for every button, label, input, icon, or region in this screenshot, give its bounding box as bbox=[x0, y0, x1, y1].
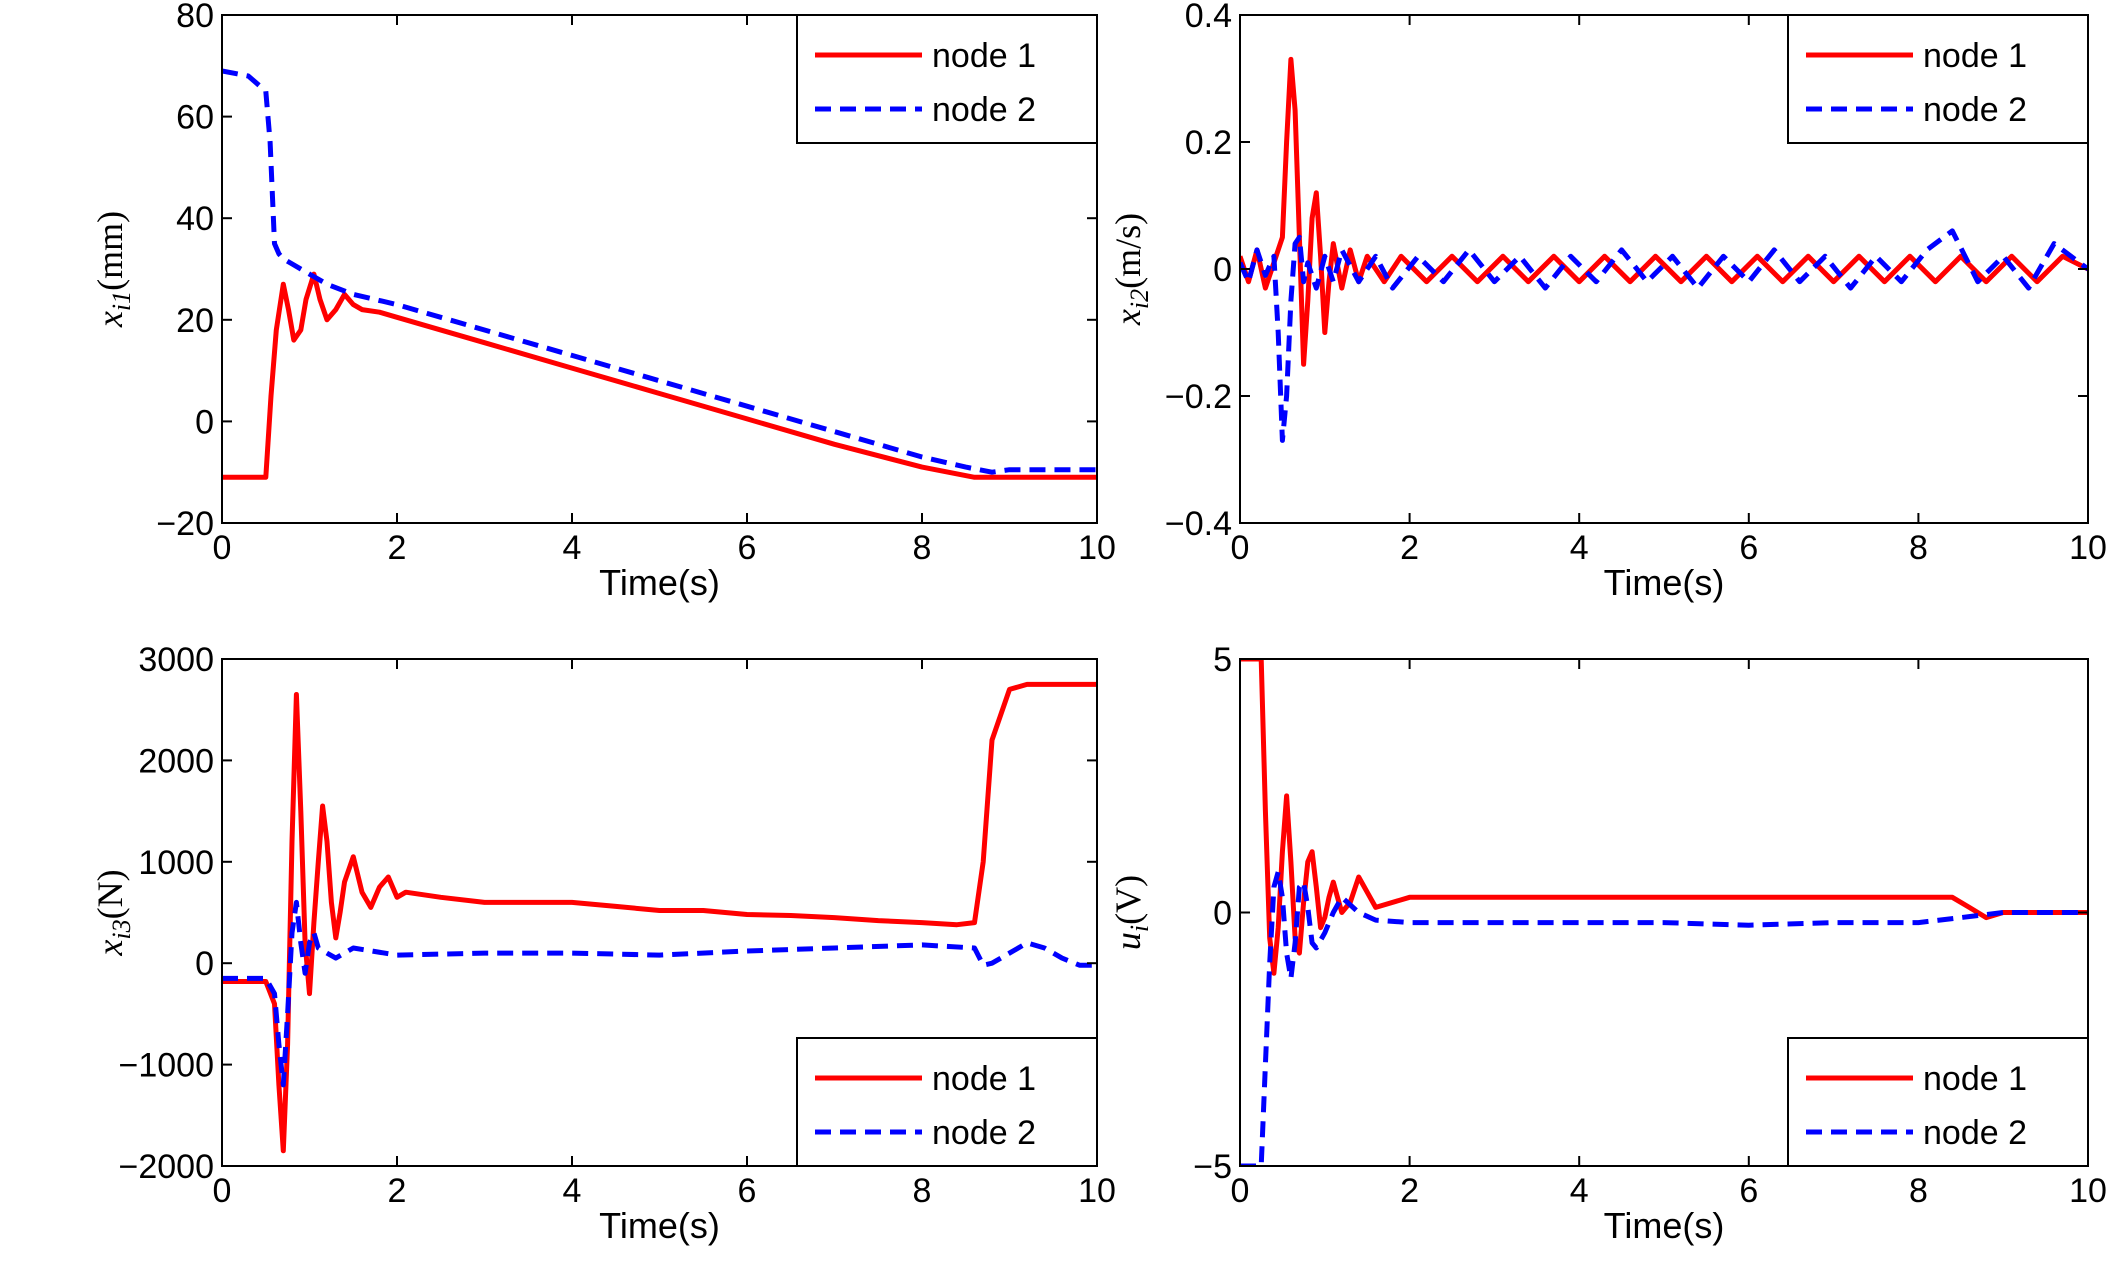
legend: node 1 node 2 bbox=[796, 14, 1098, 144]
y-tick-label: 80 bbox=[176, 0, 214, 35]
y-axis-label-unit: (V) bbox=[1108, 875, 1148, 925]
y-axis-label-variable: x bbox=[90, 940, 130, 957]
x-tick-label: 10 bbox=[1078, 1172, 1116, 1210]
y-axis-label: xi3(N) bbox=[90, 869, 136, 956]
plot-frame bbox=[221, 14, 1098, 524]
y-axis-label: xi1(mm) bbox=[90, 211, 136, 328]
x-axis-label: Time(s) bbox=[1604, 562, 1725, 603]
y-tick-label: 0.4 bbox=[1185, 0, 1232, 35]
x-tick-label: 6 bbox=[1739, 529, 1758, 567]
y-axis-label: ui(V) bbox=[1108, 875, 1154, 950]
legend-label-node-2: node 2 bbox=[1923, 1114, 2027, 1152]
series-line-node-1 bbox=[222, 681, 1097, 1154]
y-tick-label: −0.4 bbox=[1165, 505, 1232, 543]
series-line-node-1 bbox=[1240, 56, 2088, 367]
y-tick-label: 0 bbox=[1213, 895, 1232, 933]
x-tick-label: 4 bbox=[1570, 1172, 1589, 1210]
legend-box bbox=[1787, 1037, 2089, 1167]
x-tick-label: 2 bbox=[388, 529, 407, 567]
x-tick-label: 4 bbox=[563, 529, 582, 567]
x-tick-label: 0 bbox=[1231, 1172, 1250, 1210]
legend-label-node-1: node 1 bbox=[932, 37, 1036, 75]
legend: node 1 node 2 bbox=[796, 1037, 1098, 1167]
y-axis-label-unit: (m/s) bbox=[1108, 213, 1148, 289]
chart-panel-3: 0 2 4 6 8 10 −2000 −1000 0 1000 2000 3000 Time(s) xi3… bbox=[90, 641, 1116, 1246]
x-tick-label: 6 bbox=[738, 529, 757, 567]
legend-box bbox=[1787, 14, 2089, 144]
y-tick-label: 40 bbox=[176, 200, 214, 238]
series-line-node-2 bbox=[1240, 869, 2088, 1166]
x-axis-label: Time(s) bbox=[599, 562, 720, 603]
y-axis-label-variable: x bbox=[1108, 309, 1148, 326]
y-axis-label-subscript: i2 bbox=[1125, 289, 1154, 309]
y-axis-label-variable: u bbox=[1108, 932, 1148, 950]
y-tick-label: 3000 bbox=[138, 641, 214, 679]
x-tick-label: 0 bbox=[213, 1172, 232, 1210]
legend-box bbox=[796, 1037, 1098, 1167]
y-tick-label: −1000 bbox=[119, 1047, 215, 1085]
legend: node 1 node 2 bbox=[1787, 1037, 2089, 1167]
series-line-node-1 bbox=[222, 271, 1097, 480]
y-tick-label: 0 bbox=[195, 945, 214, 983]
series-line-node-2 bbox=[222, 68, 1097, 475]
x-tick-label: 8 bbox=[913, 529, 932, 567]
y-tick-label: −5 bbox=[1193, 1148, 1232, 1186]
y-axis-label-subscript: i bbox=[1125, 925, 1154, 932]
y-tick-label: −2000 bbox=[119, 1148, 215, 1186]
x-tick-label: 0 bbox=[1231, 529, 1250, 567]
legend: node 1 node 2 bbox=[1787, 14, 2089, 144]
y-tick-label: 60 bbox=[176, 99, 214, 137]
x-tick-label: 2 bbox=[1400, 1172, 1419, 1210]
y-tick-label: 20 bbox=[176, 302, 214, 340]
x-tick-label: 10 bbox=[2069, 1172, 2107, 1210]
x-tick-label: 6 bbox=[1739, 1172, 1758, 1210]
legend-box bbox=[796, 14, 1098, 144]
y-tick-label: 2000 bbox=[138, 742, 214, 780]
series-line-node-2 bbox=[1240, 228, 2088, 443]
x-tick-label: 8 bbox=[913, 1172, 932, 1210]
x-tick-label: 4 bbox=[1570, 529, 1589, 567]
y-tick-label: 0 bbox=[1213, 251, 1232, 289]
chart-panel-2: 0 2 4 6 8 10 −0.4 −0.2 0 0.2 0.4 Time(s) xi2(m/s) nod… bbox=[1108, 0, 2107, 603]
legend-label-node-1: node 1 bbox=[1923, 37, 2027, 75]
x-tick-label: 2 bbox=[388, 1172, 407, 1210]
x-tick-label: 10 bbox=[1078, 529, 1116, 567]
y-tick-label: −20 bbox=[156, 505, 214, 543]
x-axis-label: Time(s) bbox=[599, 1205, 720, 1246]
y-axis-label: xi2(m/s) bbox=[1108, 213, 1154, 326]
series-line-node-2 bbox=[222, 899, 1097, 1088]
y-tick-label: 0.2 bbox=[1185, 124, 1232, 162]
y-axis-label-subscript: i3 bbox=[107, 919, 136, 939]
x-tick-label: 4 bbox=[563, 1172, 582, 1210]
legend-label-node-1: node 1 bbox=[1923, 1060, 2027, 1098]
y-tick-label: 1000 bbox=[138, 844, 214, 882]
legend-label-node-2: node 2 bbox=[932, 91, 1036, 129]
series-line-node-1 bbox=[1240, 659, 2088, 976]
x-tick-label: 8 bbox=[1909, 1172, 1928, 1210]
y-axis-label-variable: x bbox=[90, 311, 130, 328]
legend-label-node-2: node 2 bbox=[1923, 91, 2027, 129]
y-axis-label-subscript: i1 bbox=[107, 291, 136, 311]
y-axis-label-unit: (N) bbox=[90, 869, 130, 919]
y-tick-label: −0.2 bbox=[1165, 378, 1232, 416]
x-axis-label: Time(s) bbox=[1604, 1205, 1725, 1246]
legend-label-node-1: node 1 bbox=[932, 1060, 1036, 1098]
x-tick-label: 8 bbox=[1909, 529, 1928, 567]
x-tick-label: 10 bbox=[2069, 529, 2107, 567]
x-tick-label: 2 bbox=[1400, 529, 1419, 567]
y-tick-label: 0 bbox=[195, 403, 214, 441]
y-axis-label-unit: (mm) bbox=[90, 211, 130, 291]
x-tick-label: 0 bbox=[213, 529, 232, 567]
legend-label-node-2: node 2 bbox=[932, 1114, 1036, 1152]
plot-frame bbox=[221, 658, 1098, 1167]
y-tick-label: 5 bbox=[1213, 641, 1232, 679]
x-tick-label: 6 bbox=[738, 1172, 757, 1210]
